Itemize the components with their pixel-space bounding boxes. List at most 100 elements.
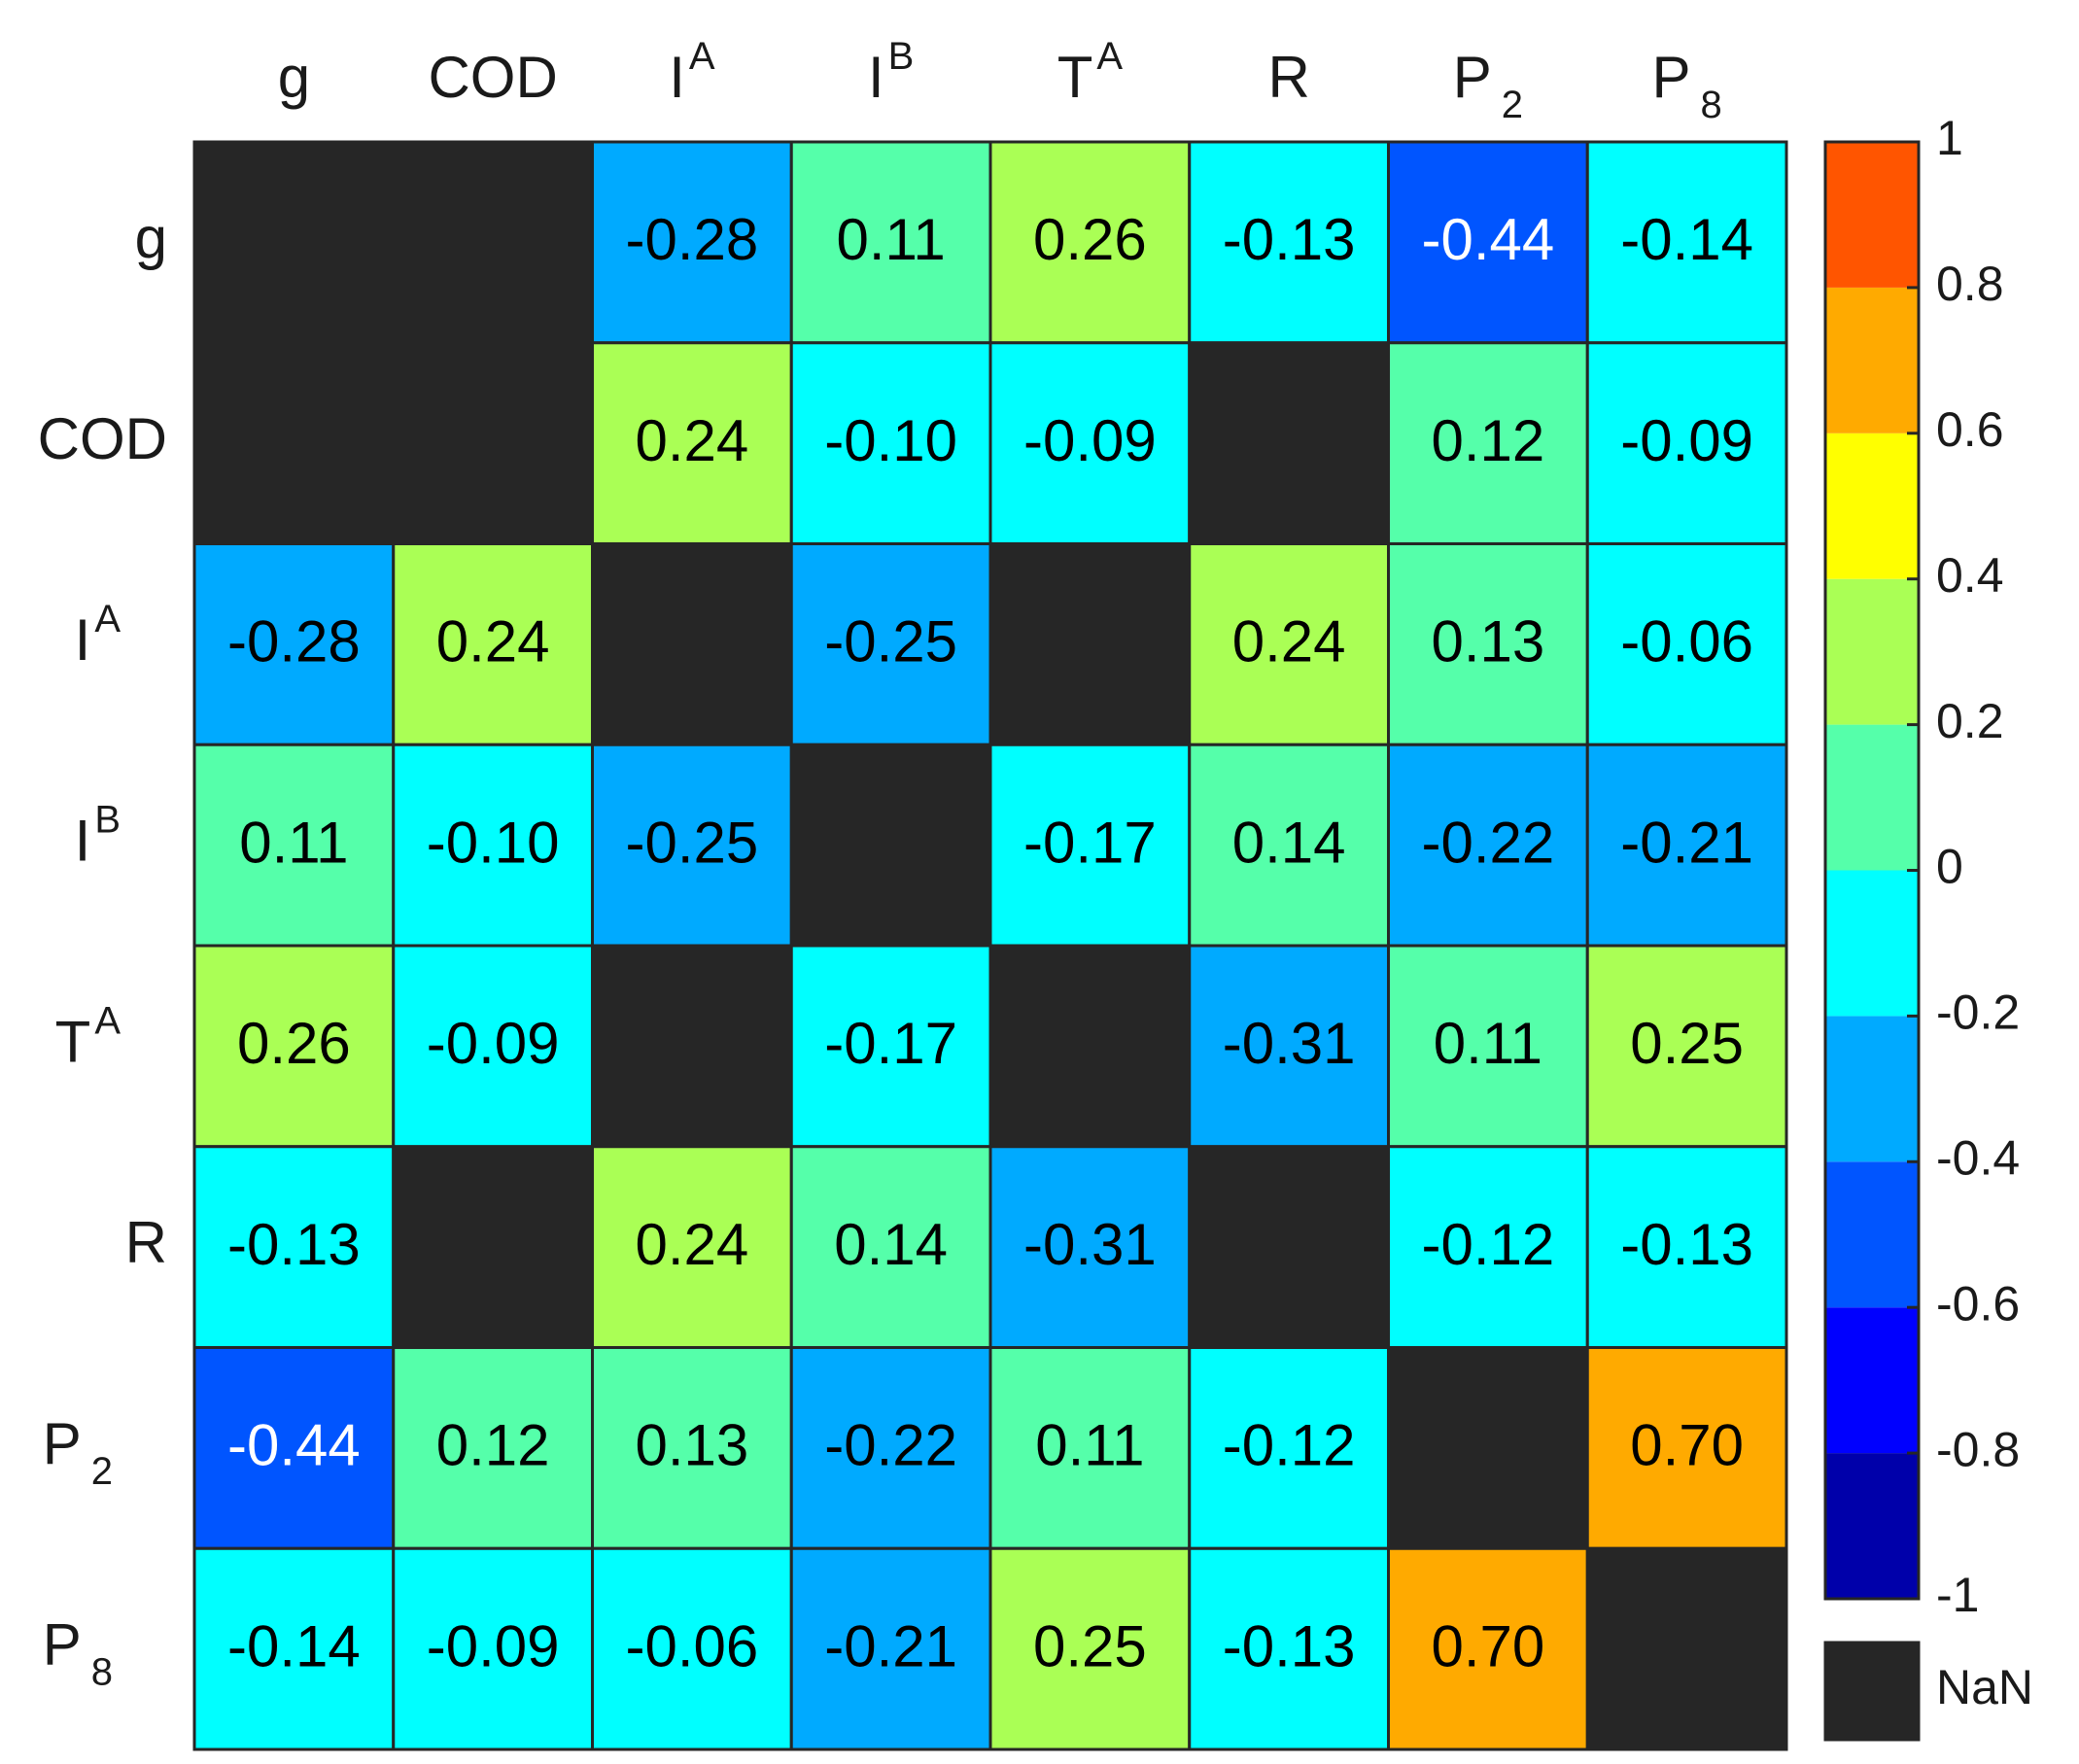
- colorbar-tick-label: 0: [1936, 840, 1963, 894]
- cell-value-label: -0.09: [427, 1613, 560, 1678]
- cell-value-label: 0.26: [237, 1011, 351, 1076]
- cell-value-label: -0.06: [1620, 609, 1753, 674]
- cell-value-label: -0.25: [625, 810, 758, 875]
- cell-value-label: -0.13: [1620, 1212, 1753, 1277]
- colorbar-segment: [1825, 142, 1919, 288]
- heatmap-cell: [789, 542, 992, 746]
- column-label: COD: [428, 45, 557, 110]
- cell-value-label: 0.26: [1033, 207, 1147, 272]
- cell-value-label: 0.13: [635, 1413, 748, 1478]
- cell-value-label: -0.06: [625, 1613, 758, 1678]
- colorbar-tick-label: -0.2: [1936, 986, 2020, 1040]
- cell-value-label: 0.13: [1431, 609, 1544, 674]
- heatmap-cell: [789, 140, 992, 345]
- colorbar-segment: [1825, 870, 1919, 1017]
- cell-value-label: 0.70: [1630, 1413, 1744, 1478]
- heatmap-cell: [591, 140, 793, 345]
- heatmap-cell: [1387, 743, 1589, 948]
- cell-value-label: -0.10: [427, 810, 560, 875]
- heatmap-cell-nan: [591, 944, 793, 1149]
- heatmap-cell: [591, 1546, 793, 1751]
- column-labels: g COD I A I B T A R P 2 P 8: [278, 35, 1722, 126]
- cell-value-label: -0.21: [1620, 810, 1753, 875]
- cell-value-label: 0.12: [436, 1413, 550, 1478]
- heatmap-cell: [192, 542, 396, 746]
- heatmap-cell: [392, 1346, 594, 1550]
- cell-value-label: 0.25: [1630, 1011, 1744, 1076]
- cell-value-label: -0.44: [1421, 207, 1554, 272]
- heatmap-cell: [1188, 140, 1390, 345]
- cell-value-label: 0.14: [834, 1212, 948, 1277]
- cell-value-label: -0.14: [227, 1613, 361, 1678]
- colorbar-tick-label: 0.4: [1936, 548, 2004, 603]
- cell-value-label: -0.28: [227, 609, 361, 674]
- heatmap-cell-nan: [192, 341, 396, 545]
- column-label: g: [278, 45, 310, 110]
- heatmap-cell-nan: [192, 140, 396, 345]
- cell-value-label: -0.13: [227, 1212, 361, 1277]
- colorbar-segment: [1825, 724, 1919, 871]
- cell-value-label: 0.11: [239, 810, 348, 875]
- heatmap-cell: [1188, 1546, 1390, 1751]
- cell-value-label: -0.13: [1223, 1613, 1356, 1678]
- row-label: COD: [38, 406, 167, 471]
- heatmap-cell-nan: [988, 542, 1192, 746]
- heatmap-cell: [1585, 542, 1788, 746]
- cell-value-label: -0.28: [625, 207, 758, 272]
- colorbar-tick-label: -1: [1936, 1568, 1979, 1622]
- cell-value-label: -0.44: [227, 1413, 361, 1478]
- heatmap-cell: [192, 1346, 396, 1550]
- heatmap-cell: [789, 1346, 992, 1550]
- colorbar-segment: [1825, 287, 1919, 433]
- colorbar-tick-label: -0.6: [1936, 1276, 2020, 1331]
- heatmap-cell-nan: [1387, 1346, 1589, 1550]
- cell-value-label: -0.10: [824, 408, 957, 473]
- heatmap-cell: [1585, 1346, 1788, 1550]
- heatmap-cell-nan: [1585, 1546, 1788, 1751]
- colorbar-segment: [1825, 432, 1919, 579]
- cell-value-label: -0.14: [1620, 207, 1753, 272]
- cell-value-label: 0.11: [836, 207, 945, 272]
- heatmap-cell: [1585, 1145, 1788, 1349]
- cell-value-label: -0.13: [1223, 207, 1356, 272]
- heatmap-cell-nan: [1188, 341, 1390, 545]
- colorbar-segment: [1825, 578, 1919, 725]
- cell-value-label: -0.22: [824, 1413, 957, 1478]
- heatmap-cell-nan: [392, 341, 594, 545]
- cell-value-label: -0.17: [1023, 810, 1157, 875]
- heatmap-cell: [392, 743, 594, 948]
- colorbar-segment: [1825, 1307, 1919, 1454]
- heatmap-cell: [789, 944, 992, 1149]
- colorbar-tick-label: 0.2: [1936, 694, 2004, 748]
- colorbar-segment: [1825, 1161, 1919, 1308]
- colorbar: 1 0.8 0.6 0.4 0.2 0 -0.2 -0.4 -0.6 -0.8 -1: [1823, 111, 2020, 1622]
- colorbar-segment: [1825, 1453, 1919, 1599]
- cell-value-label: 0.24: [635, 1212, 748, 1277]
- cell-value-label: 0.14: [1232, 810, 1346, 875]
- heatmap-cell: [591, 743, 793, 948]
- heatmap-cell-nan: [392, 140, 594, 345]
- colorbar-tick-label: -0.8: [1936, 1422, 2020, 1476]
- cell-value-label: 0.25: [1033, 1613, 1147, 1678]
- heatmap-cell: [988, 1546, 1192, 1751]
- cell-value-label: 0.24: [436, 609, 550, 674]
- heatmap-cell: [1387, 341, 1589, 545]
- heatmap-cell: [1585, 140, 1788, 345]
- cell-value-label: -0.09: [1620, 408, 1753, 473]
- heatmap-cell: [1387, 944, 1589, 1149]
- cell-value-label: -0.31: [1223, 1011, 1356, 1076]
- row-labels: g COD I A I B T A R P 2 P 8: [38, 205, 167, 1693]
- cell-value-label: 0.70: [1431, 1613, 1544, 1678]
- cell-value-label: 0.12: [1431, 408, 1544, 473]
- heatmap-cell: [1188, 944, 1390, 1149]
- colorbar-tick-label: 0.8: [1936, 257, 2004, 311]
- cell-value-label: -0.25: [824, 609, 957, 674]
